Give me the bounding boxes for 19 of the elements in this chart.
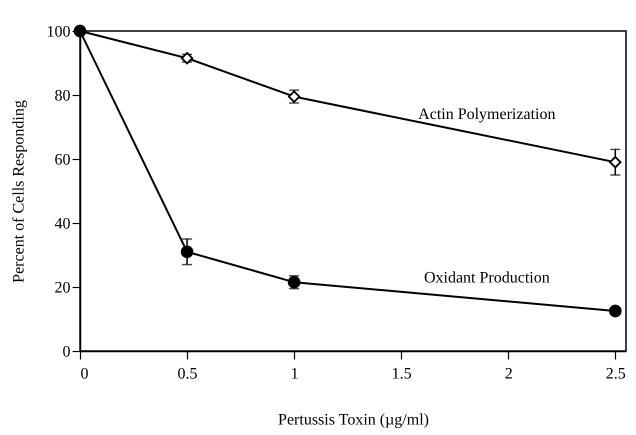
point xyxy=(609,156,622,168)
x-tick-label: 1.5 xyxy=(392,366,412,382)
point xyxy=(608,304,622,318)
x-axis-title: Pertussis Toxin (µg/ml) xyxy=(278,412,429,428)
x-tick-label: 1 xyxy=(290,366,299,382)
y-tick-label: 20 xyxy=(54,280,70,296)
x-tick-label: 0.5 xyxy=(178,366,198,382)
x-tick-label: 2.5 xyxy=(606,366,626,382)
y-axis-title: Percent of Cells Responding xyxy=(10,100,28,283)
x-tick-label: 2 xyxy=(504,366,513,382)
x-tick-label: 0 xyxy=(80,366,88,382)
y-tick-label: 100 xyxy=(46,24,70,40)
y-tick-label: 40 xyxy=(54,216,70,232)
series-label: Oxidant Production xyxy=(424,269,550,286)
series-label: Actin Polymerization xyxy=(418,106,556,123)
y-tick-label: 60 xyxy=(54,152,70,168)
point xyxy=(180,245,194,258)
y-tick-label: 80 xyxy=(54,88,70,104)
y-tick-label: 0 xyxy=(62,344,70,360)
